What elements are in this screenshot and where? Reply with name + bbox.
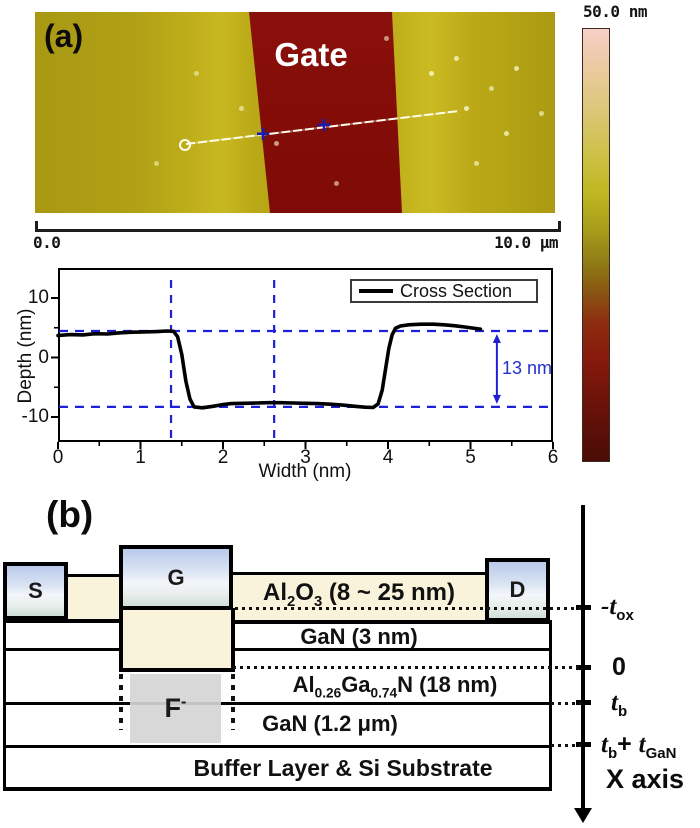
oxide-layer-left [68,574,123,620]
y-tick-label: -10 [21,406,49,427]
oxide-bottom-line-left [3,619,123,623]
x-axis-title-b: X axis [606,764,685,794]
step-height-annotation: 13 nm [502,358,553,378]
zero-dotted-line [233,666,583,669]
oxide-top-line-left [68,574,123,577]
oxide-top-line-right [233,572,487,575]
tbgan-dotted-line [551,744,583,747]
scale-start-value: 0.0 [33,233,61,252]
scale-end-value: 10.0 μm [494,233,558,252]
panel-a-label: (a) [44,18,84,54]
tb-dotted-line [551,702,583,705]
drain-contact: D [485,558,550,622]
gan-cap-label: GaN (3 nm) [300,624,418,649]
fluorine-left-dotted-border [119,674,123,730]
x-axis-title: Width (nm) [258,461,352,482]
zero-tick [576,665,591,670]
x-tick-label: 2 [217,447,229,468]
tbgan-label: tb+ tGaN [601,730,677,762]
algan-layer-label: Al0.26Ga0.74N (18 nm) [292,672,498,701]
legend-label: Cross Section [400,280,513,301]
fluorine-right-dotted-border [231,674,235,730]
afm-topography-image: Gate + + [35,12,555,213]
x-tick-label: 0 [52,447,64,468]
gan-cap-bottom-line-left [3,648,123,651]
scale-bar [35,221,561,232]
fluorine-label: F- [164,693,187,723]
zero-label: 0 [612,653,626,681]
gate-stripe [249,12,402,213]
fluorine-region: F- [130,674,221,743]
x-tick-label: 4 [382,447,394,468]
y-tick-label: 0 [38,346,49,368]
recess-left-wall [119,608,123,672]
height-colorbar [582,28,610,462]
gate-contact: G [119,545,233,610]
x-tick-label: 3 [300,447,311,468]
measurement-start-circle-icon [179,139,191,151]
recess-bottom-line [119,668,235,672]
tox-tick [576,605,591,610]
oxide-bottom-line-right [233,620,552,624]
x-tick-label: 1 [135,447,146,468]
tbgan-tick [576,742,591,747]
oxide-layer-right [233,572,485,622]
tox-label: -tox [601,593,634,624]
gate-label: Gate [274,36,348,73]
chart-legend: Cross Section [350,279,538,303]
source-label: S [28,578,43,603]
stack-left-border [3,618,6,790]
algan-bottom-line [3,702,552,705]
tb-label: tb [611,689,628,720]
x-tick-label: 6 [547,447,559,468]
tox-dotted-line [235,607,583,610]
source-contact: S [3,562,68,620]
panel-b-label: (b) [46,494,94,535]
gate-recess-oxide [123,608,231,670]
x-axis-line [581,505,585,810]
colorbar-max-label: 50.0 nm [583,2,647,21]
gate-contact-label: G [167,564,185,590]
substrate-bottom-line [3,787,552,791]
oxide-layer-label: Al2O3 (8 ~ 25 nm) [263,579,455,610]
gan-buffer-label: GaN (1.2 μm) [262,711,398,736]
x-axis-arrowhead-icon [574,808,592,823]
legend-line-sample [359,289,393,293]
tb-tick [576,700,591,705]
x-tick-label: 5 [465,447,476,468]
drain-label: D [509,577,526,602]
y-tick-label: 10 [27,287,49,308]
recess-right-wall [231,608,235,672]
gan-buffer-bottom-line [3,745,552,748]
gan-cap-bottom-line-right [233,648,552,651]
stack-right-border [549,620,552,790]
substrate-label: Buffer Layer & Si Substrate [193,755,493,781]
